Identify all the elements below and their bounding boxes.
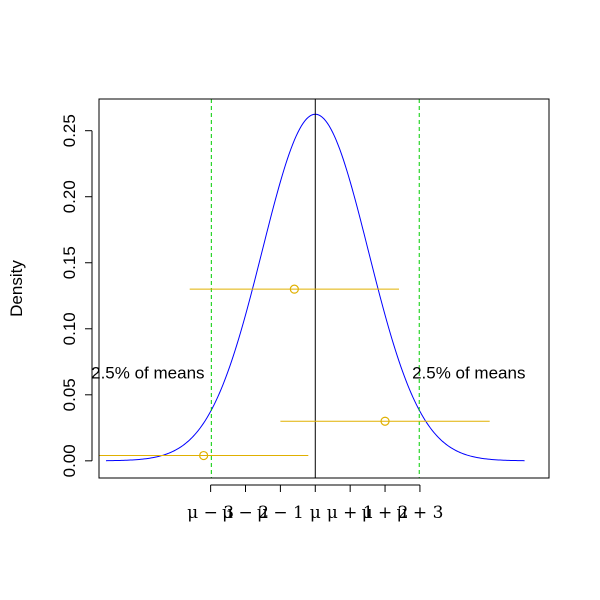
- x-tick-label: μ − 1: [257, 503, 304, 523]
- y-axis-label: Density: [7, 260, 26, 317]
- y-tick-label: 0.15: [60, 246, 79, 279]
- annotation-label-2: 2.5% of means: [412, 363, 525, 382]
- x-tick-label: μ − 2: [222, 503, 269, 523]
- x-tick-label: μ + 1: [327, 503, 374, 523]
- interval-point-2: [380, 416, 390, 426]
- annotation-label-1: 2.5% of means: [91, 363, 204, 382]
- interval-point-3: [289, 284, 299, 294]
- x-tick-label: μ + 2: [362, 503, 409, 523]
- y-tick-label: 0.05: [60, 378, 79, 411]
- x-tick-label: μ − 3: [187, 503, 234, 523]
- y-tick-label: 0.10: [60, 312, 79, 345]
- x-tick-label: μ: [310, 503, 321, 523]
- y-tick-label: 0.00: [60, 444, 79, 477]
- y-tick-label: 0.20: [60, 180, 79, 213]
- plot-frame: [98, 98, 550, 479]
- interval-point-1: [199, 450, 209, 461]
- y-tick-label: 0.25: [60, 114, 79, 147]
- x-tick-label: μ + 3: [396, 503, 443, 523]
